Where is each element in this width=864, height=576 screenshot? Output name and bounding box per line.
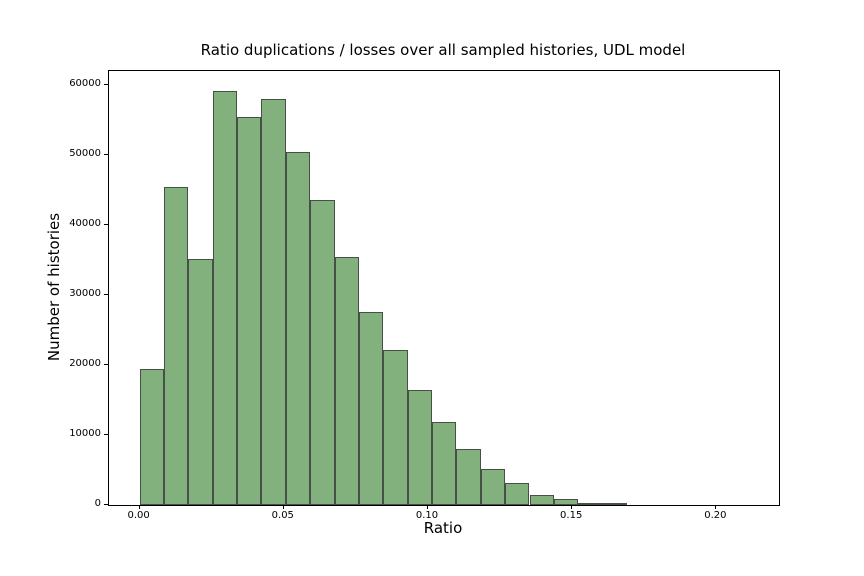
y-axis-tick-label: 20000 <box>69 358 101 369</box>
x-axis-tick <box>715 505 717 509</box>
histogram-bar <box>456 449 481 505</box>
histogram-bar <box>163 186 189 505</box>
histogram-bar <box>480 468 506 505</box>
x-axis-tick-label: 0.05 <box>271 510 294 521</box>
histogram-bar <box>188 258 213 505</box>
y-axis-tick-label: 30000 <box>69 288 101 299</box>
x-axis-tick <box>427 505 428 509</box>
y-axis-tick <box>104 364 108 365</box>
histogram-bar <box>553 499 579 505</box>
x-axis-tick <box>282 505 284 509</box>
y-axis-tick-label: 10000 <box>69 428 101 439</box>
y-axis-tick-label: 60000 <box>69 78 101 89</box>
y-axis-tick <box>104 154 108 155</box>
x-axis-tick <box>571 505 573 509</box>
histogram-bar <box>578 502 603 505</box>
histogram-bar <box>602 503 627 505</box>
y-axis-tick-label: 50000 <box>69 148 101 159</box>
histogram-bar <box>285 152 311 505</box>
y-axis-tick <box>104 434 108 435</box>
y-axis-tick <box>104 504 108 505</box>
histogram-bar <box>432 422 457 505</box>
x-axis-label: Ratio <box>423 519 463 537</box>
y-axis-tick <box>104 224 108 225</box>
histogram-bar <box>139 369 164 505</box>
histogram-bar <box>407 389 433 505</box>
histogram-bar <box>383 349 408 505</box>
y-axis-tick <box>104 294 108 295</box>
x-axis-tick-label: 0.10 <box>415 510 439 521</box>
y-axis-tick-label: 0 <box>94 498 101 509</box>
x-axis-tick-label: 0.20 <box>704 510 727 521</box>
histogram-bar <box>261 99 286 505</box>
histogram-bar <box>237 117 262 505</box>
histogram-bar <box>334 257 359 505</box>
histogram-bar <box>505 483 530 505</box>
y-axis-tick <box>104 84 108 85</box>
histogram-bar <box>529 494 554 505</box>
y-axis-label: Number of histories <box>45 212 63 362</box>
histogram-bar <box>310 199 335 505</box>
y-axis-tick-label: 40000 <box>69 218 101 229</box>
x-axis-tick <box>138 505 140 509</box>
plot-area <box>108 70 780 506</box>
x-axis-tick-label: 0.15 <box>560 510 583 521</box>
x-axis-tick-label: 0.00 <box>127 510 150 521</box>
histogram-bar <box>358 311 384 505</box>
histogram-bar <box>212 91 238 505</box>
chart-title: Ratio duplications / losses over all sam… <box>200 41 686 59</box>
